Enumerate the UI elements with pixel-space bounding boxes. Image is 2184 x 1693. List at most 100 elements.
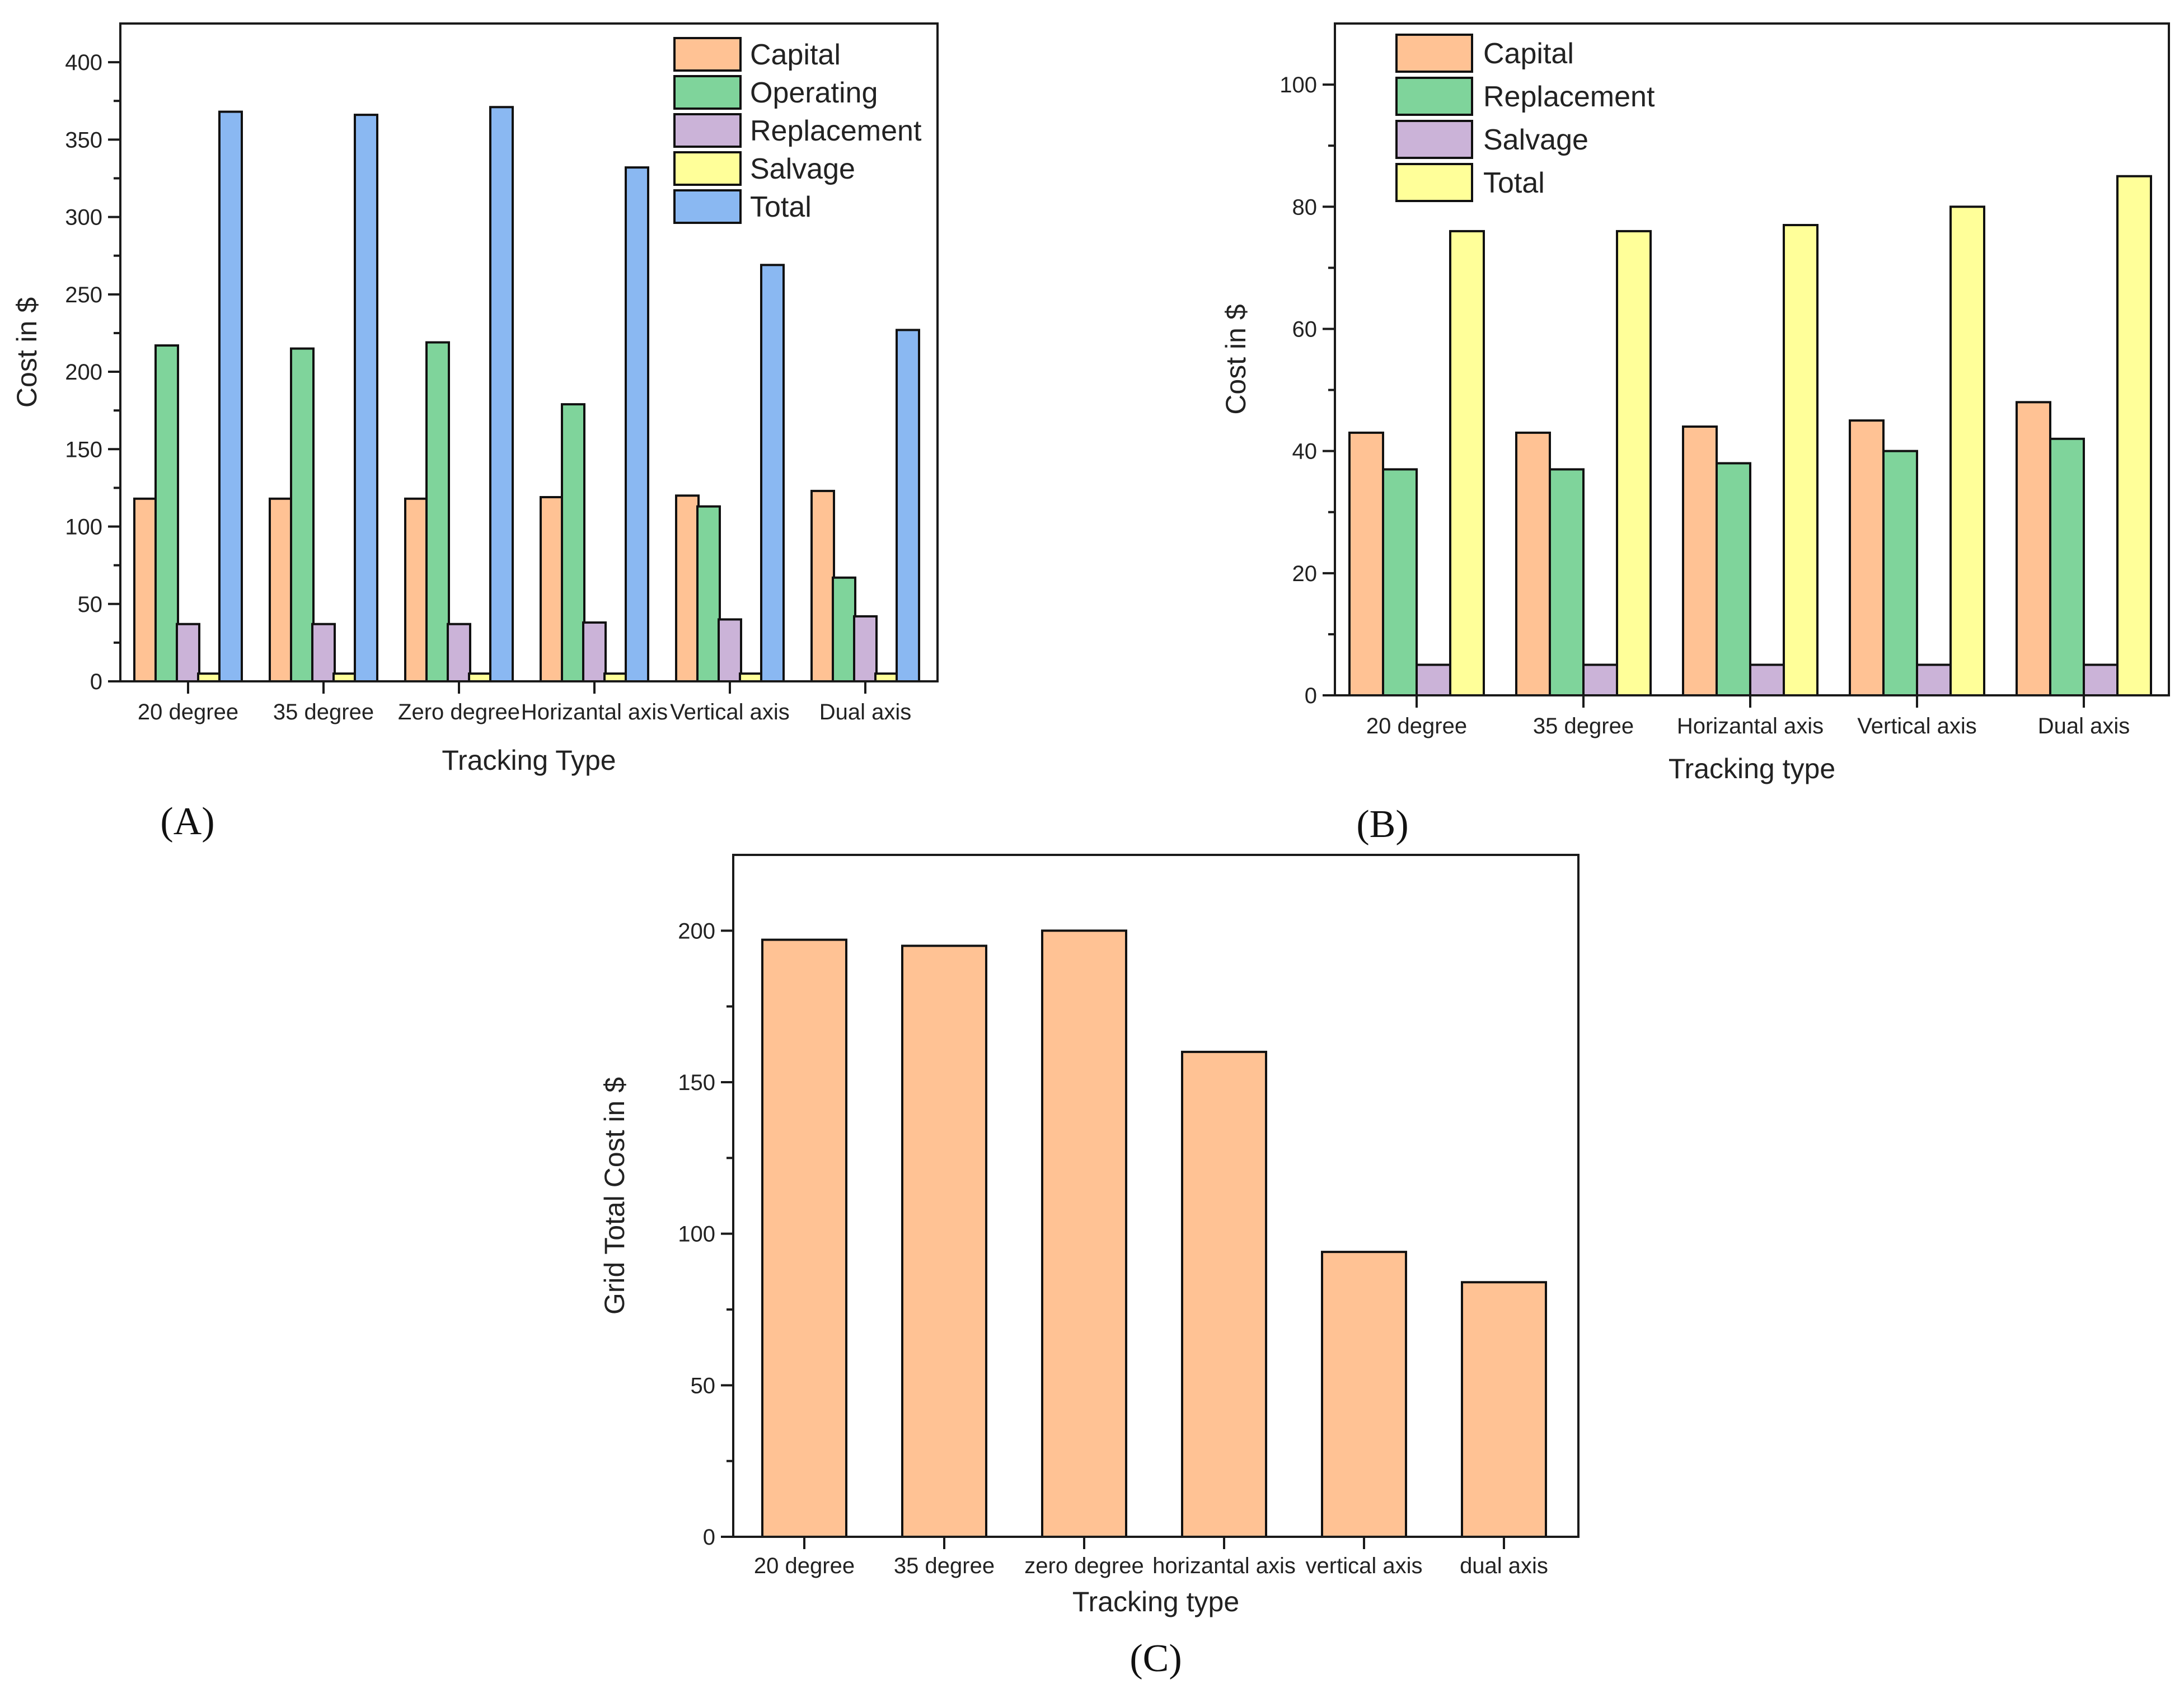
legend-swatch-operating bbox=[673, 75, 742, 110]
legend-label-total: Total bbox=[750, 191, 812, 223]
bar-replacement-3 bbox=[447, 623, 471, 683]
bar-salvage-2 bbox=[1582, 663, 1618, 697]
legend-label-capital: Capital bbox=[750, 39, 841, 71]
bar-grid-total-cost-4 bbox=[1181, 1050, 1267, 1538]
y-tick-label: 150 bbox=[65, 437, 102, 462]
x-tick-label: Dual axis bbox=[2038, 714, 2130, 738]
legend-label-capital: Capital bbox=[1483, 38, 1574, 70]
bar-salvage-1 bbox=[1416, 663, 1451, 697]
bar-salvage-4 bbox=[1916, 663, 1952, 697]
bar-replacement-4 bbox=[1882, 450, 1918, 696]
bar-operating-1 bbox=[154, 344, 179, 682]
legend-swatch-total bbox=[673, 189, 742, 224]
bar-capital-5 bbox=[675, 494, 700, 682]
bar-capital-2 bbox=[1515, 431, 1551, 697]
legend-swatch-total bbox=[1395, 163, 1473, 202]
y-tick-label: 300 bbox=[65, 205, 102, 230]
bar-total-1 bbox=[1449, 230, 1485, 696]
legend-swatch-replacement bbox=[1395, 77, 1473, 116]
bar-salvage-5 bbox=[739, 672, 763, 683]
bar-capital-1 bbox=[1348, 431, 1384, 697]
legend-label-total: Total bbox=[1483, 167, 1545, 199]
x-tick-label: 20 degree bbox=[754, 1554, 855, 1578]
legend-label-salvage: Salvage bbox=[750, 153, 855, 185]
bar-operating-2 bbox=[290, 347, 315, 682]
bar-grid-total-cost-2 bbox=[901, 944, 987, 1538]
x-tick-label: Vertical axis bbox=[670, 700, 789, 724]
legend-swatch-capital bbox=[673, 37, 742, 72]
y-axis-title: Grid Total Cost in $ bbox=[599, 1077, 630, 1315]
y-axis-title: Cost in $ bbox=[11, 297, 43, 408]
bar-total-2 bbox=[1616, 230, 1652, 696]
plot-frame bbox=[119, 22, 939, 682]
bar-replacement-2 bbox=[1549, 468, 1585, 696]
y-tick-label: 40 bbox=[1292, 439, 1318, 464]
y-tick-label: 350 bbox=[65, 128, 102, 152]
bar-total-5 bbox=[2116, 175, 2152, 696]
bar-replacement-3 bbox=[1716, 462, 1751, 696]
legend-swatch-salvage bbox=[1395, 120, 1473, 159]
bar-total-6 bbox=[896, 329, 920, 682]
bar-salvage-3 bbox=[468, 672, 493, 683]
y-axis-title: Cost in $ bbox=[1220, 304, 1252, 414]
y-tick-label: 150 bbox=[678, 1070, 715, 1095]
panel-label-b: (B) bbox=[1356, 803, 1408, 846]
bar-salvage-6 bbox=[874, 672, 899, 683]
bar-operating-3 bbox=[425, 341, 450, 682]
bar-operating-6 bbox=[832, 576, 856, 682]
x-tick-label: zero degree bbox=[1024, 1554, 1143, 1578]
x-tick-label: Horizantal axis bbox=[521, 700, 668, 724]
x-tick-label: 35 degree bbox=[1533, 714, 1634, 738]
bar-salvage-2 bbox=[332, 672, 357, 683]
bar-replacement-5 bbox=[2049, 437, 2085, 696]
bar-capital-4 bbox=[540, 496, 564, 682]
y-tick-label: 400 bbox=[65, 50, 102, 75]
x-axis-title: Tracking type bbox=[1072, 1586, 1239, 1617]
panel-label-c: (C) bbox=[1130, 1637, 1182, 1680]
bar-total-4 bbox=[1949, 205, 1985, 697]
plot-frame bbox=[1334, 22, 2170, 696]
plot-frame bbox=[732, 854, 1580, 1538]
bar-grid-total-cost-6 bbox=[1461, 1281, 1547, 1538]
y-tick-label: 200 bbox=[65, 360, 102, 385]
legend-label-replacement: Replacement bbox=[1483, 81, 1655, 113]
y-tick-label: 0 bbox=[90, 670, 102, 694]
bar-salvage-3 bbox=[1749, 663, 1785, 697]
bar-total-5 bbox=[760, 264, 785, 682]
x-tick-label: Dual axis bbox=[819, 700, 912, 724]
bar-capital-4 bbox=[1849, 419, 1885, 696]
x-tick-label: 35 degree bbox=[273, 700, 374, 724]
legend-label-salvage: Salvage bbox=[1483, 124, 1588, 156]
bar-operating-5 bbox=[696, 505, 721, 683]
bar-grid-total-cost-3 bbox=[1041, 929, 1127, 1538]
y-tick-label: 0 bbox=[1305, 684, 1317, 708]
bar-replacement-1 bbox=[176, 623, 200, 683]
bar-salvage-5 bbox=[2083, 663, 2119, 697]
legend-label-replacement: Replacement bbox=[750, 115, 922, 147]
x-tick-label: 20 degree bbox=[138, 700, 238, 724]
bar-capital-3 bbox=[404, 497, 429, 682]
bar-total-3 bbox=[489, 106, 514, 683]
bar-replacement-6 bbox=[853, 615, 878, 682]
bar-replacement-2 bbox=[311, 623, 336, 683]
bar-replacement-5 bbox=[718, 618, 742, 682]
bar-capital-1 bbox=[133, 497, 158, 682]
y-tick-label: 100 bbox=[678, 1222, 715, 1247]
legend-swatch-capital bbox=[1395, 34, 1473, 73]
y-tick-label: 60 bbox=[1292, 317, 1318, 342]
bar-operating-4 bbox=[561, 403, 585, 683]
y-tick-label: 20 bbox=[1292, 562, 1318, 586]
bar-capital-6 bbox=[810, 489, 835, 682]
chart-panel-c: 0 50 100 150 200 20 degree 35 degree zero degre… bbox=[599, 854, 1580, 1680]
panel-label-a: (A) bbox=[160, 800, 214, 843]
x-tick-label: Horizantal axis bbox=[1677, 714, 1824, 738]
y-tick-label: 200 bbox=[678, 919, 715, 943]
y-tick-label: 50 bbox=[78, 592, 103, 617]
bar-replacement-4 bbox=[582, 621, 607, 682]
legend-label-operating: Operating bbox=[750, 77, 878, 109]
bar-capital-2 bbox=[269, 497, 293, 682]
bar-grid-total-cost-5 bbox=[1321, 1251, 1407, 1538]
x-axis-title: Tracking Type bbox=[442, 745, 616, 776]
bar-salvage-4 bbox=[603, 672, 628, 683]
